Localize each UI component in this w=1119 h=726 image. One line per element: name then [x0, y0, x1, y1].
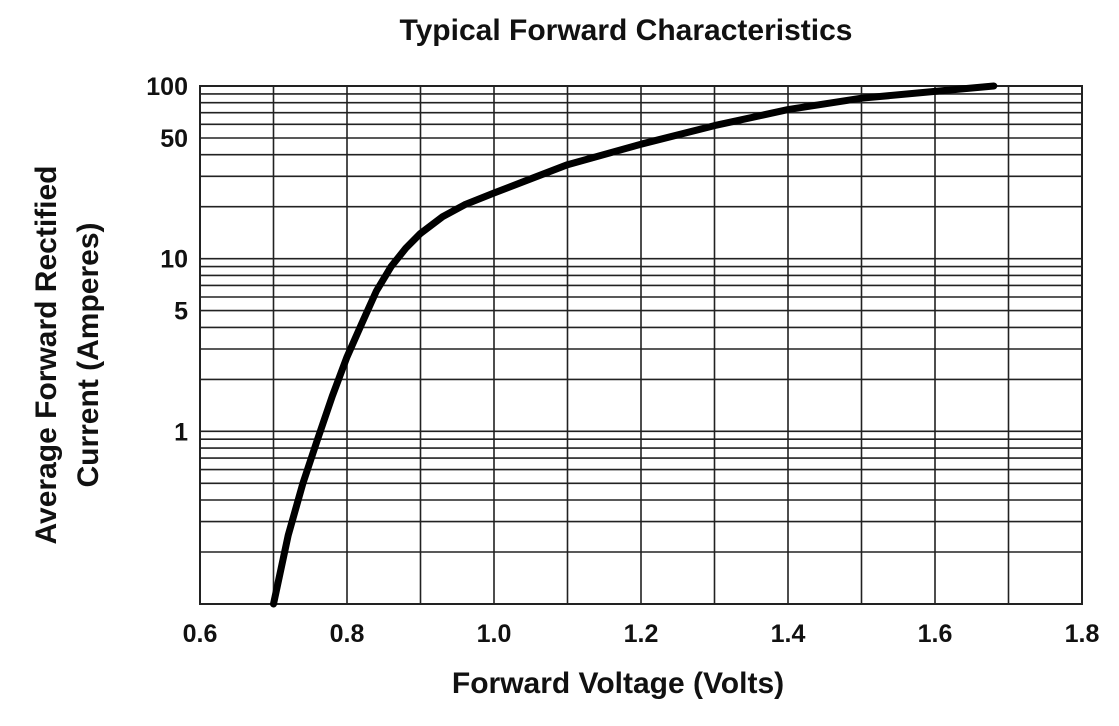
y-tick-label: 100: [146, 73, 188, 101]
x-tick-label: 1.2: [624, 620, 659, 648]
y-tick-label: 10: [160, 246, 188, 274]
x-tick-labels: 0.6 0.8 1.0 1.2 1.4 1.6 1.8: [183, 620, 1100, 648]
x-tick-label: 1.6: [918, 620, 953, 648]
curve-layer: [270, 82, 998, 608]
y-tick-label: 50: [160, 125, 188, 153]
y-tick-label: 1: [174, 418, 188, 446]
y-axis-title-line2: Current (Amperes): [72, 222, 105, 487]
grid-lines: [199, 86, 1083, 604]
x-tick-label: 1.4: [771, 620, 806, 648]
x-tick-label: 1.8: [1065, 620, 1100, 648]
forward-current-curve: [270, 82, 998, 608]
y-tick-labels: 100 50 10 5 1: [146, 73, 188, 446]
y-tick-label: 5: [174, 298, 188, 326]
plot-frame: [199, 85, 1083, 605]
x-axis-title: Forward Voltage (Volts): [452, 667, 784, 700]
x-tick-label: 0.6: [183, 620, 218, 648]
y-axis-title-line1: Average Forward Rectified: [30, 166, 63, 545]
chart-title: Typical Forward Characteristics: [400, 14, 853, 47]
x-tick-label: 1.0: [477, 620, 512, 648]
x-tick-label: 0.8: [330, 620, 365, 648]
